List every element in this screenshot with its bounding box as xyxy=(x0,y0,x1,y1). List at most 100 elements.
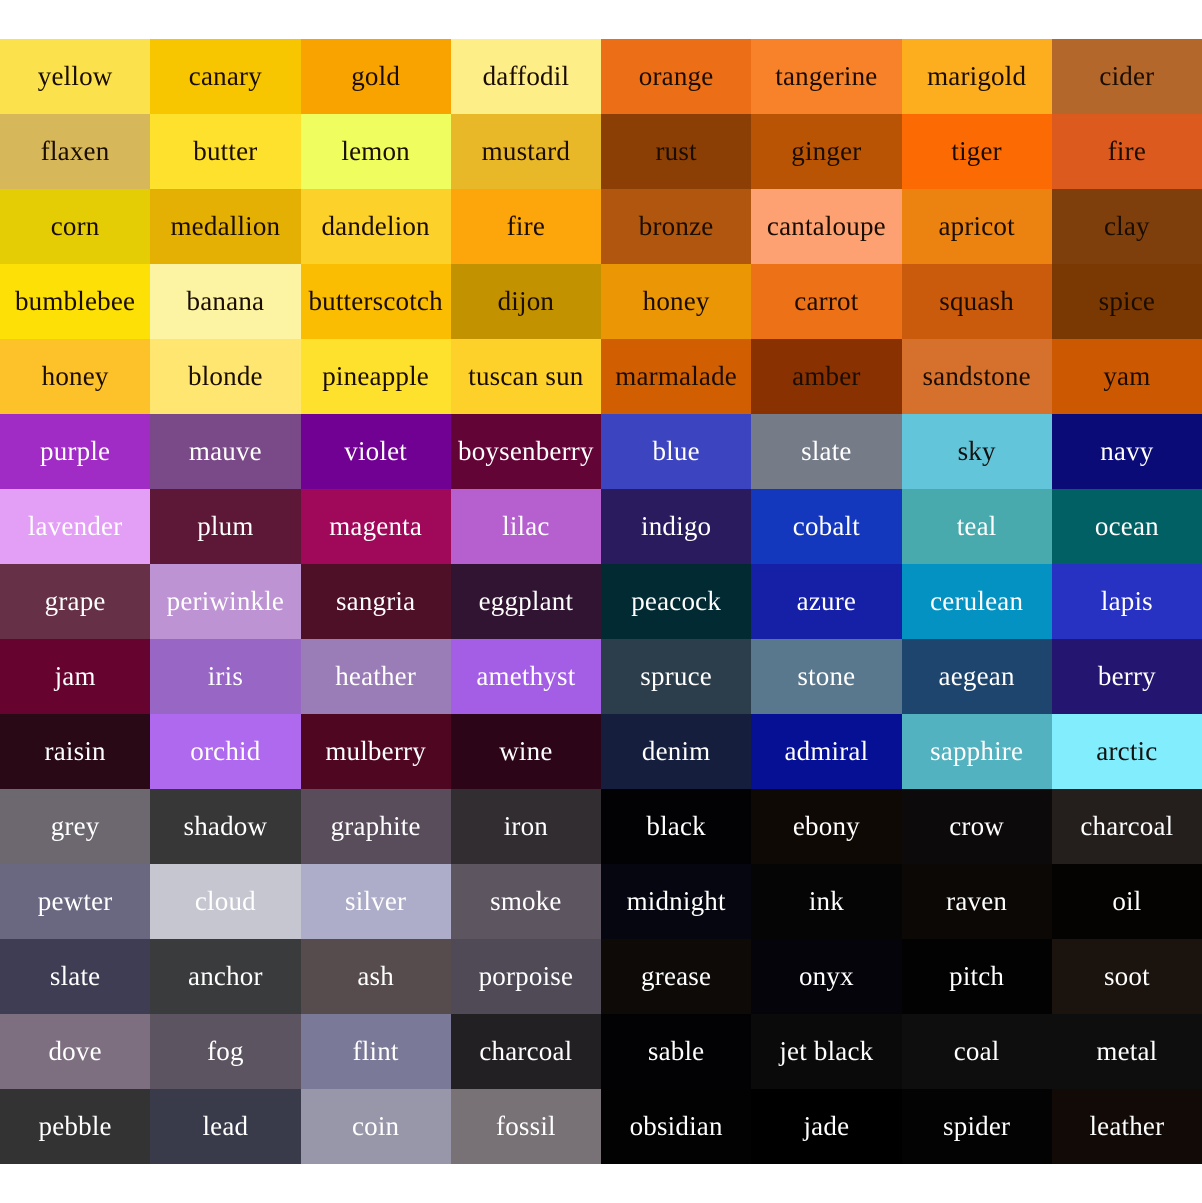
color-swatch-dijon: dijon xyxy=(450,264,601,339)
color-swatch-tiger: tiger xyxy=(901,114,1052,189)
color-swatch-rust: rust xyxy=(601,114,752,189)
color-swatch-dandelion: dandelion xyxy=(300,189,451,264)
color-swatch-slate: slate xyxy=(0,939,151,1014)
color-swatch-denim: denim xyxy=(601,714,752,789)
color-swatch-coin: coin xyxy=(300,1089,451,1164)
color-swatch-iron: iron xyxy=(450,789,601,864)
color-swatch-ash: ash xyxy=(300,939,451,1014)
color-swatch-canary: canary xyxy=(150,39,301,114)
color-swatch-stone: stone xyxy=(751,639,902,714)
color-swatch-midnight: midnight xyxy=(601,864,752,939)
color-swatch-pineapple: pineapple xyxy=(300,339,451,414)
color-swatch-violet: violet xyxy=(300,414,451,489)
color-swatch-purple: purple xyxy=(0,414,151,489)
color-swatch-amber: amber xyxy=(751,339,902,414)
color-swatch-mulberry: mulberry xyxy=(300,714,451,789)
color-swatch-spider: spider xyxy=(901,1089,1052,1164)
color-swatch-cloud: cloud xyxy=(150,864,301,939)
color-swatch-ginger: ginger xyxy=(751,114,902,189)
color-swatch-flaxen: flaxen xyxy=(0,114,151,189)
color-swatch-smoke: smoke xyxy=(450,864,601,939)
color-swatch-charcoal: charcoal xyxy=(1051,789,1202,864)
color-swatch-black: black xyxy=(601,789,752,864)
color-swatch-mustard: mustard xyxy=(450,114,601,189)
color-swatch-cerulean: cerulean xyxy=(901,564,1052,639)
color-swatch-blue: blue xyxy=(601,414,752,489)
color-swatch-flint: flint xyxy=(300,1014,451,1089)
color-swatch-grey: grey xyxy=(0,789,151,864)
color-swatch-navy: navy xyxy=(1051,414,1202,489)
color-swatch-lavender: lavender xyxy=(0,489,151,564)
color-swatch-clay: clay xyxy=(1051,189,1202,264)
color-swatch-sapphire: sapphire xyxy=(901,714,1052,789)
color-swatch-butter: butter xyxy=(150,114,301,189)
color-swatch-ink: ink xyxy=(751,864,902,939)
color-swatch-peacock: peacock xyxy=(601,564,752,639)
color-swatch-ebony: ebony xyxy=(751,789,902,864)
color-swatch-lapis: lapis xyxy=(1051,564,1202,639)
color-swatch-marmalade: marmalade xyxy=(601,339,752,414)
color-swatch-grid: yellow canary gold daffodil orange tangerine m… xyxy=(0,39,1202,1164)
color-swatch-banana: banana xyxy=(150,264,301,339)
color-swatch-iris: iris xyxy=(150,639,301,714)
color-swatch-admiral: admiral xyxy=(751,714,902,789)
color-swatch-jade: jade xyxy=(751,1089,902,1164)
color-swatch-fog: fog xyxy=(150,1014,301,1089)
color-swatch-porpoise: porpoise xyxy=(450,939,601,1014)
color-swatch-azure: azure xyxy=(751,564,902,639)
color-swatch-orchid: orchid xyxy=(150,714,301,789)
color-swatch-obsidian: obsidian xyxy=(601,1089,752,1164)
color-swatch-anchor: anchor xyxy=(150,939,301,1014)
color-swatch-tangerine: tangerine xyxy=(751,39,902,114)
color-swatch-fire: fire xyxy=(450,189,601,264)
color-swatch-cider: cider xyxy=(1051,39,1202,114)
color-swatch-boysenberry: boysenberry xyxy=(450,414,601,489)
color-swatch-blonde: blonde xyxy=(150,339,301,414)
color-swatch-bronze: bronze xyxy=(601,189,752,264)
color-swatch-tuscan-sun: tuscan sun xyxy=(450,339,601,414)
color-swatch-squash: squash xyxy=(901,264,1052,339)
color-swatch-wine: wine xyxy=(450,714,601,789)
color-swatch-coal: coal xyxy=(901,1014,1052,1089)
color-swatch-onyx: onyx xyxy=(751,939,902,1014)
color-swatch-butterscotch: butterscotch xyxy=(300,264,451,339)
color-swatch-plum: plum xyxy=(150,489,301,564)
color-swatch-orange: orange xyxy=(601,39,752,114)
color-swatch-fossil: fossil xyxy=(450,1089,601,1164)
color-swatch-marigold: marigold xyxy=(901,39,1052,114)
color-swatch-carrot: carrot xyxy=(751,264,902,339)
color-swatch-eggplant: eggplant xyxy=(450,564,601,639)
color-swatch-aegean: aegean xyxy=(901,639,1052,714)
color-swatch-indigo: indigo xyxy=(601,489,752,564)
color-swatch-magenta: magenta xyxy=(300,489,451,564)
color-swatch-sangria: sangria xyxy=(300,564,451,639)
color-swatch-sandstone: sandstone xyxy=(901,339,1052,414)
color-swatch-spice: spice xyxy=(1051,264,1202,339)
color-swatch-slate: slate xyxy=(751,414,902,489)
color-swatch-sky: sky xyxy=(901,414,1052,489)
color-swatch-pitch: pitch xyxy=(901,939,1052,1014)
color-swatch-lead: lead xyxy=(150,1089,301,1164)
color-swatch-cobalt: cobalt xyxy=(751,489,902,564)
color-swatch-metal: metal xyxy=(1051,1014,1202,1089)
color-swatch-crow: crow xyxy=(901,789,1052,864)
color-swatch-dove: dove xyxy=(0,1014,151,1089)
color-swatch-ocean: ocean xyxy=(1051,489,1202,564)
color-swatch-periwinkle: periwinkle xyxy=(150,564,301,639)
color-swatch-mauve: mauve xyxy=(150,414,301,489)
color-swatch-honey: honey xyxy=(601,264,752,339)
color-swatch-yam: yam xyxy=(1051,339,1202,414)
color-swatch-spruce: spruce xyxy=(601,639,752,714)
color-swatch-heather: heather xyxy=(300,639,451,714)
color-swatch-fire: fire xyxy=(1051,114,1202,189)
color-swatch-corn: corn xyxy=(0,189,151,264)
color-swatch-pewter: pewter xyxy=(0,864,151,939)
color-swatch-sable: sable xyxy=(601,1014,752,1089)
color-swatch-gold: gold xyxy=(300,39,451,114)
color-swatch-silver: silver xyxy=(300,864,451,939)
color-swatch-oil: oil xyxy=(1051,864,1202,939)
color-swatch-teal: teal xyxy=(901,489,1052,564)
color-swatch-daffodil: daffodil xyxy=(450,39,601,114)
color-swatch-apricot: apricot xyxy=(901,189,1052,264)
color-swatch-jet-black: jet black xyxy=(751,1014,902,1089)
